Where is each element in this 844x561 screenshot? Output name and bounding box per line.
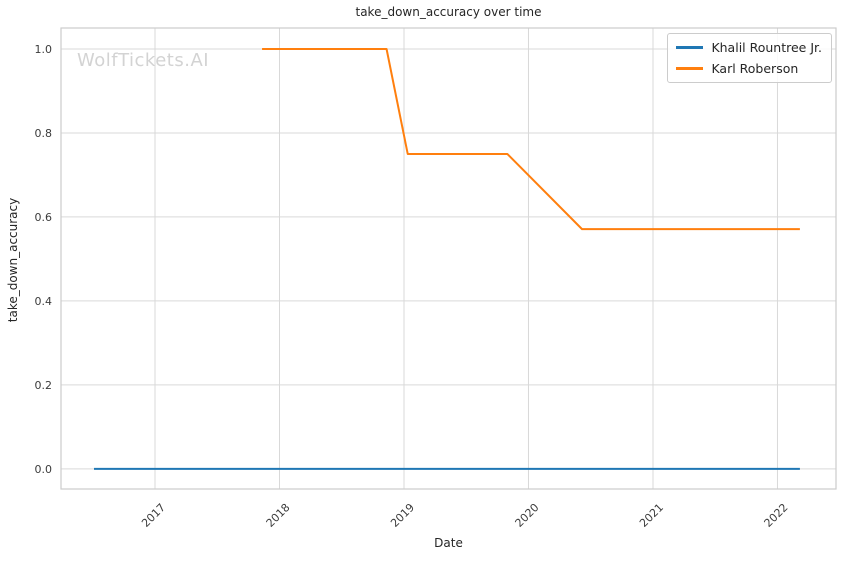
svg-text:2021: 2021 bbox=[637, 501, 666, 530]
legend-line-swatch-blue bbox=[676, 46, 704, 49]
legend: Khalil Rountree Jr. Karl Roberson bbox=[667, 33, 832, 83]
watermark: WolfTickets.AI bbox=[77, 50, 210, 71]
svg-text:2022: 2022 bbox=[762, 501, 791, 530]
svg-text:2017: 2017 bbox=[139, 501, 168, 530]
svg-text:0.4: 0.4 bbox=[35, 295, 53, 308]
svg-text:0.0: 0.0 bbox=[35, 463, 53, 476]
svg-text:2019: 2019 bbox=[388, 501, 417, 530]
legend-label: Karl Roberson bbox=[711, 61, 799, 76]
legend-line-swatch-orange bbox=[676, 67, 704, 70]
svg-text:0.6: 0.6 bbox=[35, 211, 53, 224]
svg-text:2018: 2018 bbox=[264, 501, 293, 530]
svg-text:0.2: 0.2 bbox=[35, 379, 53, 392]
x-axis-label: Date bbox=[434, 536, 463, 550]
legend-item: Karl Roberson bbox=[676, 61, 822, 76]
legend-item: Khalil Rountree Jr. bbox=[676, 40, 822, 55]
chart-title: take_down_accuracy over time bbox=[355, 5, 542, 19]
svg-text:1.0: 1.0 bbox=[35, 43, 53, 56]
svg-text:0.8: 0.8 bbox=[35, 127, 53, 140]
legend-label: Khalil Rountree Jr. bbox=[711, 40, 822, 55]
svg-text:2020: 2020 bbox=[513, 501, 542, 530]
